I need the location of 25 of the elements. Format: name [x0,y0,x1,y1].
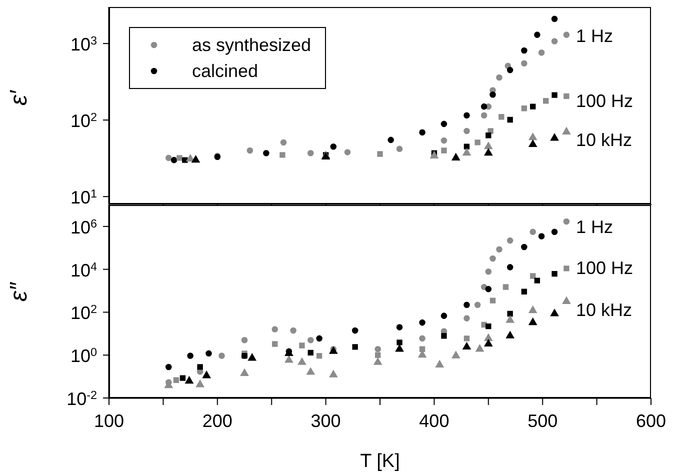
annotation: 100 Hz [576,90,634,112]
annotation: 100 Hz [576,258,634,279]
y-tick-label: 10$^{2}$ [70,302,97,324]
annotation: 10 kHz [576,300,632,322]
y-axis-title: ε″ [6,280,33,302]
y-tick-label: 10$^{3}$ [70,34,97,55]
y-tick-label: 10$^{1}$ [70,187,97,208]
annotation: 1 Hz [576,26,614,47]
annotation: 10 kHz [576,130,632,151]
x-tick-label: 400 [419,411,450,431]
y-tick-label: 10$^{0}$ [70,346,98,366]
x-axis-title: T [K] [360,451,400,472]
y-axis-title: ε′ [6,88,33,106]
y-tick-label: 10$^{-2}$ [66,388,97,409]
x-tick-label: 100 [94,411,124,431]
x-tick-label: 500 [528,411,558,431]
legend-label: as synthesized [192,34,312,56]
y-tick-label: 10$^{4}$ [70,260,98,280]
annotation: 1 Hz [576,217,614,238]
y-tick-label: 10$^{6}$ [70,216,97,238]
y-tick-label: 10$^{2}$ [70,110,97,132]
x-tick-label: 600 [636,411,666,431]
legend-label: calcined [192,60,258,82]
x-tick-label: 200 [202,411,232,431]
x-tick-label: 300 [310,411,341,431]
